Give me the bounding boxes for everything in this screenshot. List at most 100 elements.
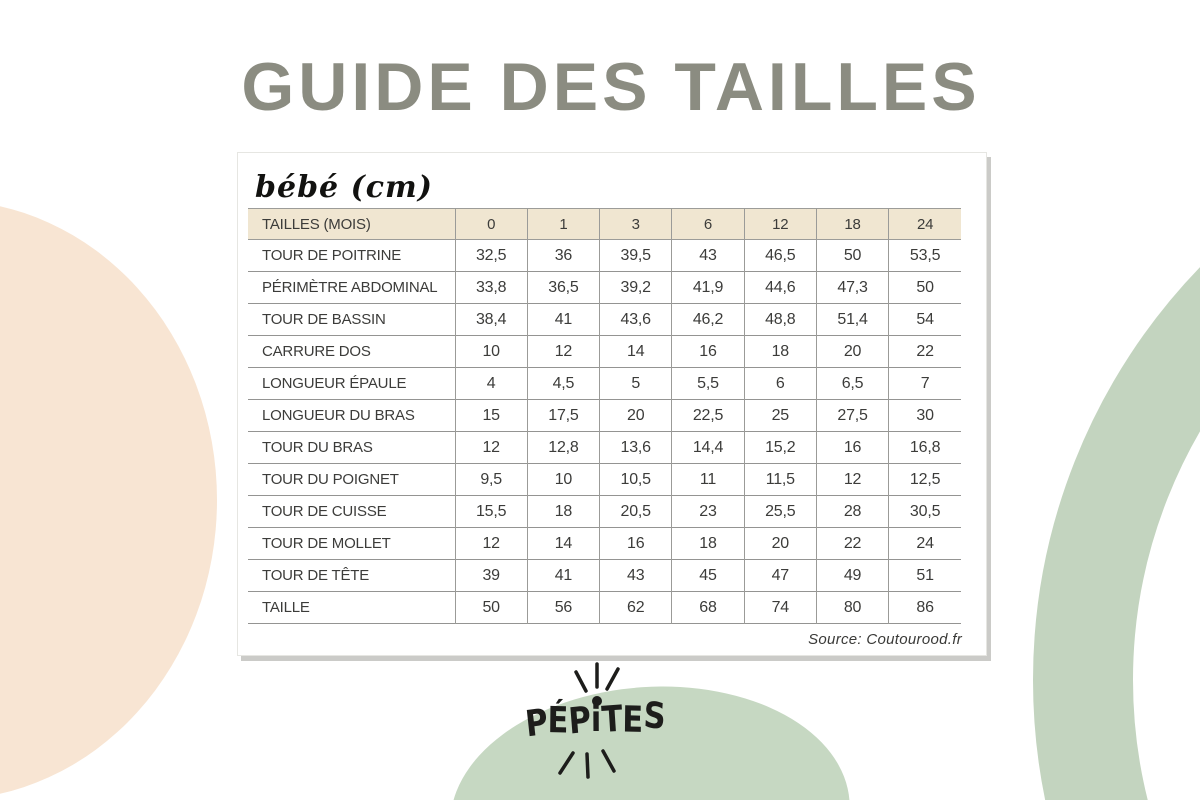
value-cell: 80 xyxy=(815,591,889,624)
green-blob-bottom xyxy=(450,686,850,800)
value-cell: 13,6 xyxy=(599,431,672,464)
logo-letter: P xyxy=(522,701,550,746)
value-cell: 62 xyxy=(599,591,672,624)
value-cell: 4 xyxy=(454,367,528,400)
value-cell: 14 xyxy=(599,335,672,368)
value-cell: 20,5 xyxy=(599,495,672,528)
value-cell: 12 xyxy=(815,463,889,496)
green-arc-right xyxy=(1033,267,1200,800)
sparkle-rays-bottom-icon xyxy=(558,749,616,779)
source-credit: Source: Coutourood.fr xyxy=(808,631,962,648)
size-table: TAILLES (MOIS) 0 1 3 6 12 18 24 TOUR DE POITRIN… xyxy=(248,208,961,624)
value-cell: 12 xyxy=(526,335,600,368)
value-cell: 4,5 xyxy=(526,367,600,400)
value-cell: 50 xyxy=(454,591,528,624)
value-cell: 47,3 xyxy=(815,271,889,304)
value-cell: 11,5 xyxy=(743,463,817,496)
header-label-cell: TAILLES (MOIS) xyxy=(262,215,371,233)
logo-letter: i xyxy=(590,698,602,740)
header-size-cell: 6 xyxy=(671,208,745,240)
value-cell: 9,5 xyxy=(454,463,528,496)
value-cell: 30,5 xyxy=(888,495,961,528)
header-size-cell: 0 xyxy=(454,208,528,240)
header-size-cell: 12 xyxy=(743,208,817,240)
value-cell: 12 xyxy=(454,431,528,464)
value-cell: 11 xyxy=(671,463,745,496)
value-cell: 27,5 xyxy=(815,399,889,432)
table-row: TOUR DE MOLLET 12 14 16 18 20 22 24 xyxy=(248,527,961,560)
value-cell: 36 xyxy=(526,239,600,272)
value-cell: 20 xyxy=(743,527,817,560)
logo-text: PÉPiTES xyxy=(522,695,667,746)
value-cell: 10,5 xyxy=(599,463,672,496)
header-size-cell: 1 xyxy=(526,208,600,240)
table-head: TAILLES (MOIS) 0 1 3 6 12 18 24 xyxy=(248,208,961,240)
header-size-cell: 3 xyxy=(599,208,672,240)
logo-letter: E xyxy=(621,699,644,741)
value-cell: 46,2 xyxy=(671,303,745,336)
value-cell: 18 xyxy=(743,335,817,368)
value-cell: 18 xyxy=(671,527,745,560)
value-cell: 23 xyxy=(671,495,745,528)
size-guide-card: bébé (cm) TAILLES (MOIS) 0 1 3 6 12 18 24 TOUR … xyxy=(237,152,987,656)
value-cell: 15 xyxy=(454,399,528,432)
value-cell: 56 xyxy=(526,591,600,624)
value-cell: 20 xyxy=(599,399,672,432)
table-row: TOUR DE POITRINE 32,5 36 39,5 43 46,5 50 53,5 xyxy=(248,239,961,272)
value-cell: 46,5 xyxy=(743,239,817,272)
value-cell: 7 xyxy=(888,367,961,400)
table-row: LONGUEUR ÉPAULE 4 4,5 5 5,5 6 6,5 7 xyxy=(248,367,961,400)
value-cell: 41 xyxy=(526,559,600,592)
peach-blob xyxy=(0,206,217,794)
logo-letter: É xyxy=(547,700,569,742)
table-header-row: TAILLES (MOIS) 0 1 3 6 12 18 24 xyxy=(248,208,961,240)
value-cell: 5,5 xyxy=(671,367,745,400)
value-cell: 54 xyxy=(888,303,961,336)
header-size-cell: 24 xyxy=(888,208,961,240)
logo-letter: S xyxy=(641,695,667,738)
value-cell: 22 xyxy=(815,527,889,560)
value-cell: 44,6 xyxy=(743,271,817,304)
value-cell: 6 xyxy=(743,367,817,400)
value-cell: 68 xyxy=(671,591,745,624)
value-cell: 22,5 xyxy=(671,399,745,432)
value-cell: 43 xyxy=(671,239,745,272)
value-cell: 16 xyxy=(671,335,745,368)
table-row: TOUR DU POIGNET 9,5 10 10,5 11 11,5 12 12,5 xyxy=(248,463,961,496)
logo-letter: T xyxy=(599,698,624,742)
page-title: GUIDE DES TAILLES xyxy=(241,49,981,125)
row-label-cell: PÉRIMÈTRE ABDOMINAL xyxy=(262,279,438,296)
row-label-cell: TOUR DE BASSIN xyxy=(262,311,386,328)
value-cell: 38,4 xyxy=(454,303,528,336)
value-cell: 41,9 xyxy=(671,271,745,304)
row-label-cell: TOUR DU POIGNET xyxy=(262,471,399,488)
value-cell: 15,5 xyxy=(454,495,528,528)
row-label-cell: CARRURE DOS xyxy=(262,343,371,360)
table-body: TOUR DE POITRINE 32,5 36 39,5 43 46,5 50 53,5 PÉ… xyxy=(248,239,961,624)
value-cell: 39,2 xyxy=(599,271,672,304)
sparkle-rays-top-icon xyxy=(574,662,620,706)
table-row: CARRURE DOS 10 12 14 16 18 20 22 xyxy=(248,335,961,368)
table-row: TOUR DE CUISSE 15,5 18 20,5 23 25,5 28 30,5 xyxy=(248,495,961,528)
value-cell: 39 xyxy=(454,559,528,592)
logo-letter: P xyxy=(566,699,593,743)
value-cell: 12 xyxy=(454,527,528,560)
value-cell: 16 xyxy=(815,431,889,464)
row-label-cell: TOUR DE TÊTE xyxy=(262,567,370,584)
row-label-cell: TOUR DE CUISSE xyxy=(262,503,387,520)
value-cell: 49 xyxy=(815,559,889,592)
value-cell: 36,5 xyxy=(526,271,600,304)
table-row: TAILLE 50 56 62 68 74 80 86 xyxy=(248,591,961,624)
row-label-cell: TOUR DE POITRINE xyxy=(262,247,402,264)
table-row: PÉRIMÈTRE ABDOMINAL 33,8 36,5 39,2 41,9 44,6 4… xyxy=(248,271,961,304)
value-cell: 24 xyxy=(888,527,961,560)
table-row: TOUR DE BASSIN 38,4 41 43,6 46,2 48,8 51,4 54 xyxy=(248,303,961,336)
value-cell: 30 xyxy=(888,399,961,432)
value-cell: 25,5 xyxy=(743,495,817,528)
value-cell: 74 xyxy=(743,591,817,624)
value-cell: 47 xyxy=(743,559,817,592)
value-cell: 86 xyxy=(888,591,961,624)
row-label-cell: TOUR DU BRAS xyxy=(262,439,373,456)
value-cell: 20 xyxy=(815,335,889,368)
